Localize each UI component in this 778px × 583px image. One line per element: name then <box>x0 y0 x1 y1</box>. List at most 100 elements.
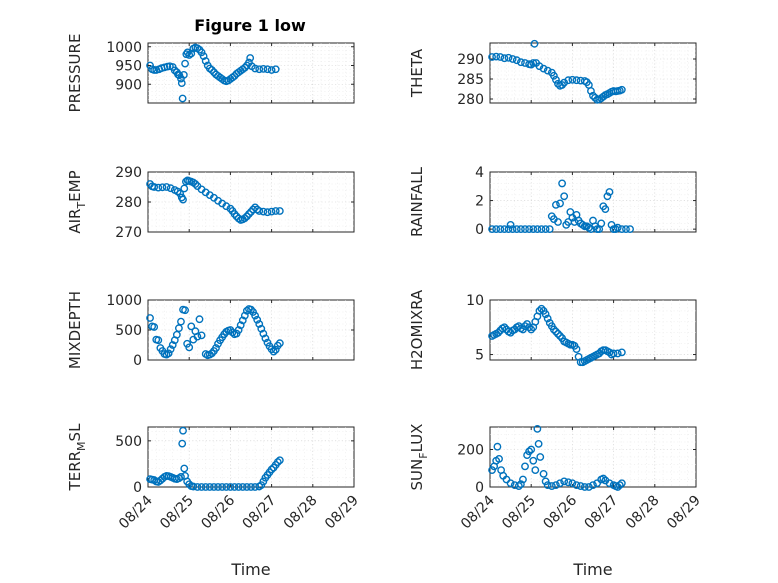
data-point <box>255 207 264 215</box>
axes-frame <box>147 426 355 488</box>
subplot-1: 900 950 1000 PRESSURE <box>66 34 355 112</box>
data-point <box>238 316 247 325</box>
y-tick-label: 0 <box>475 480 484 496</box>
data-point <box>259 329 268 338</box>
data-series <box>488 39 626 104</box>
y-axis-label-suffix: LUX <box>408 424 426 453</box>
data-point <box>560 477 569 486</box>
data-point <box>597 219 606 228</box>
data-point <box>572 76 581 85</box>
y-tick-label: 5 <box>475 348 484 364</box>
data-point <box>549 325 558 334</box>
data-point <box>523 451 531 460</box>
data-point <box>552 200 560 209</box>
data-series <box>488 304 626 367</box>
y-axis-label-subscript: F <box>417 452 430 458</box>
x-tick-label: 08/27 <box>240 493 280 533</box>
data-point <box>584 483 593 491</box>
data-point <box>537 304 546 313</box>
subplot-6: 5 10 H2OMIXRA <box>408 289 697 370</box>
data-point <box>238 483 247 491</box>
data-point <box>201 483 210 491</box>
data-series <box>488 424 626 491</box>
data-point <box>527 60 536 69</box>
data-point <box>512 225 521 234</box>
data-point <box>617 225 626 234</box>
data-point <box>259 207 268 216</box>
data-point <box>613 223 622 232</box>
data-point <box>181 177 190 186</box>
data-point <box>527 325 536 334</box>
y-axis-label-main: RAINFALL <box>408 166 426 237</box>
y-tick-label: 0 <box>133 480 142 496</box>
y-axis-label-subscript: M <box>75 441 88 451</box>
y-tick-label: 10 <box>466 293 484 309</box>
figure-title: Figure 1 low <box>194 16 306 35</box>
data-point <box>189 482 198 491</box>
data-point <box>514 482 523 490</box>
data-point <box>164 349 173 358</box>
data-point <box>263 208 272 217</box>
data-series <box>146 305 284 360</box>
data-point <box>267 207 276 216</box>
subplot-3: 270 280 290 AIRTEMP <box>66 165 355 241</box>
data-point <box>197 48 206 57</box>
y-tick-label: 950 <box>115 59 142 75</box>
data-point <box>496 225 505 234</box>
data-point <box>168 341 177 349</box>
subplot-4: 0 2 4 RAINFALL <box>408 165 697 238</box>
data-point <box>247 483 255 491</box>
data-point <box>599 474 608 483</box>
data-point <box>508 55 517 63</box>
data-point <box>541 310 550 319</box>
data-point <box>589 91 597 100</box>
x-tick-label: 08/27 <box>582 493 622 533</box>
data-point <box>531 466 540 475</box>
y-tick-label: 2 <box>475 194 484 210</box>
data-point <box>181 306 189 315</box>
y-axis-label: AIRTEMP <box>66 170 88 233</box>
data-point <box>177 317 185 326</box>
data-point <box>240 63 249 72</box>
data-point <box>197 483 206 491</box>
data-point <box>271 207 280 215</box>
y-tick-label: 200 <box>457 443 484 459</box>
data-point <box>504 225 513 234</box>
data-series <box>146 176 284 224</box>
data-point <box>568 75 577 84</box>
data-point <box>521 322 529 331</box>
data-point <box>255 65 264 74</box>
y-axis-label-suffix: EMP <box>66 170 84 201</box>
y-tick-label: 0 <box>133 353 142 369</box>
data-point <box>154 336 163 345</box>
data-point <box>500 54 509 63</box>
data-point <box>534 439 543 448</box>
data-point <box>240 311 249 320</box>
y-tick-label: 285 <box>457 72 484 88</box>
data-point <box>180 184 189 193</box>
x-tick-label: 08/26 <box>540 492 580 532</box>
x-tick-label: 08/28 <box>281 493 321 533</box>
data-point <box>488 53 496 61</box>
data-point <box>178 439 187 448</box>
data-point <box>195 315 204 324</box>
data-point <box>537 225 546 234</box>
data-point <box>273 458 282 466</box>
data-point <box>251 64 260 73</box>
data-point <box>547 482 556 490</box>
y-tick-label: 1000 <box>106 293 142 309</box>
data-point <box>492 225 501 234</box>
data-point <box>519 475 527 484</box>
data-point <box>172 330 181 339</box>
y-tick-label: 280 <box>115 195 142 211</box>
data-point <box>214 483 222 491</box>
y-tick-label: 500 <box>115 323 142 339</box>
axes-frame <box>489 171 697 233</box>
data-point <box>533 225 542 234</box>
y-tick-label: 290 <box>115 165 142 181</box>
data-point <box>504 53 513 62</box>
y-axis-label: RAINFALL <box>408 166 426 237</box>
y-axis-label-suffix: SL <box>66 423 84 442</box>
data-point <box>556 479 564 488</box>
